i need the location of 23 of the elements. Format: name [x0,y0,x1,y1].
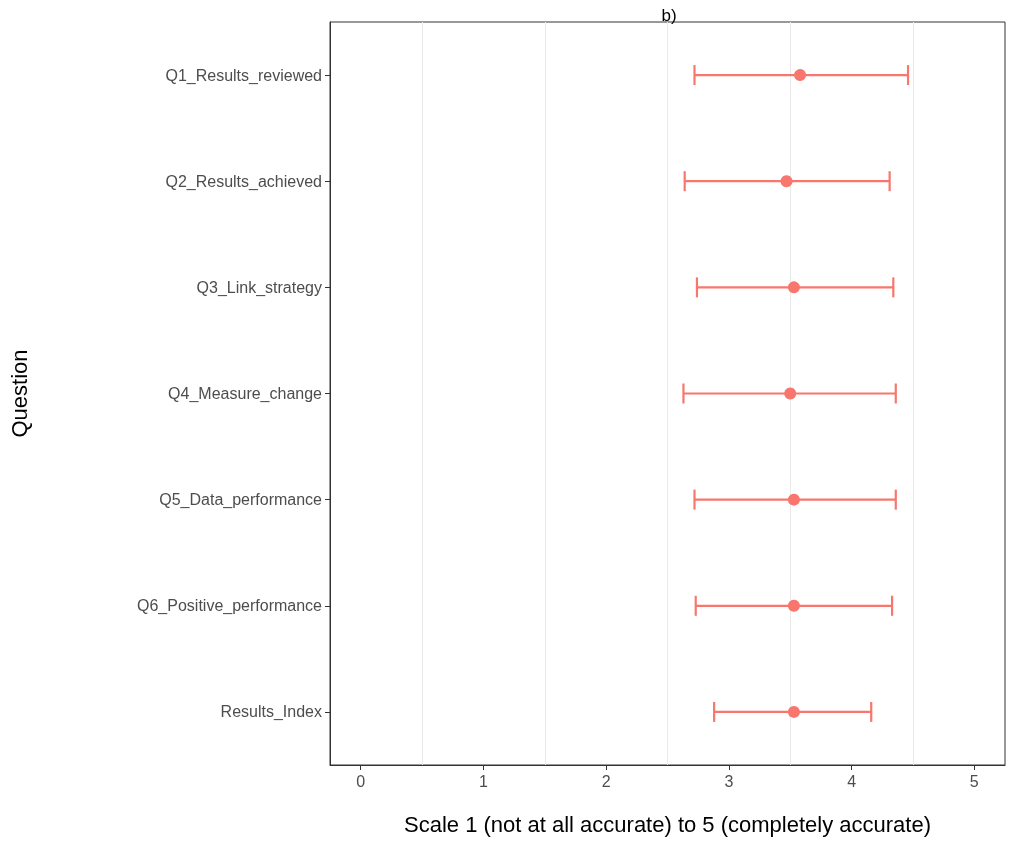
point [787,599,800,612]
point [780,175,793,188]
y-tick-label: Q1_Results_reviewed [165,66,322,85]
x-tick-label: 2 [601,772,611,790]
y-tick-label: Q5_Data_performance [159,491,323,510]
x-tick-label: 1 [478,772,488,790]
x-tick-label: 0 [356,772,366,790]
x-tick-label: 5 [969,772,979,790]
point [787,493,800,506]
x-tick-label: 3 [724,772,734,790]
y-axis-title: Question [6,349,32,438]
point [787,281,800,294]
point [784,387,797,400]
y-tick-label: Q3_Link_strategy [196,278,322,297]
point [794,69,807,82]
chart-title: b) [661,6,677,25]
point [787,705,800,718]
x-axis-title: Scale 1 (not at all accurate) to 5 (completely accurate) [403,811,932,837]
y-tick-label: Q6_Positive_performance [137,597,323,616]
x-tick-label: 4 [847,772,857,790]
y-tick-label: Q2_Results_achieved [165,172,322,191]
y-tick-label: Q4_Measure_change [168,385,323,403]
y-tick-label: Results_Index [220,703,322,722]
